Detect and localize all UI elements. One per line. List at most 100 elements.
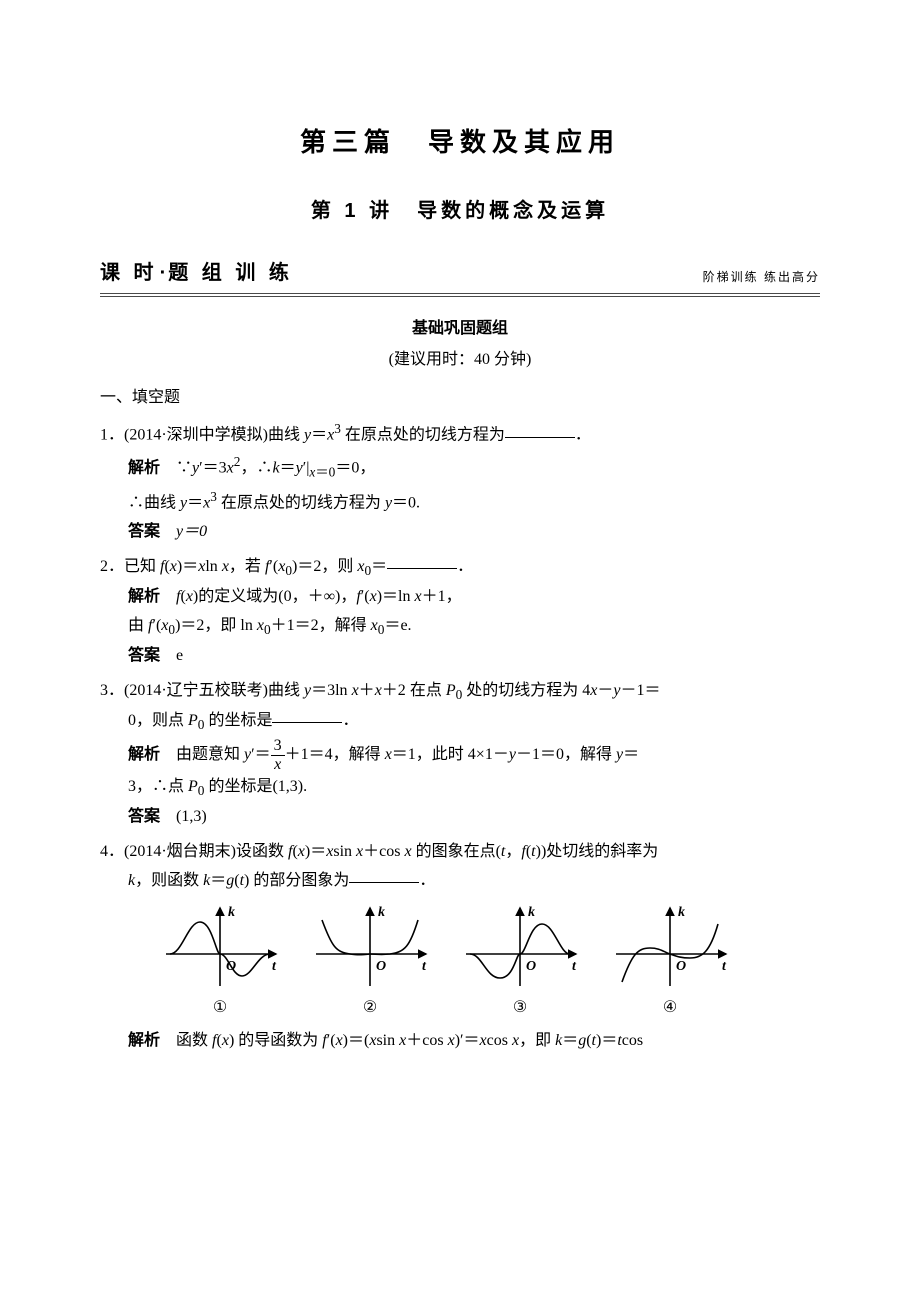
q2-stem-c: ＝2，则: [297, 558, 357, 575]
question-3: 3．(2014·辽宁五校联考)曲线 y＝3ln x＋x＋2 在点 P0 处的切线…: [100, 677, 820, 833]
q4-stem-b: 的图象在点: [412, 843, 496, 860]
q1-answer: 答案 y＝0: [100, 518, 820, 547]
chapter-title: 第三篇 导数及其应用: [100, 120, 820, 167]
q2-stem: 2．已知 f(x)＝xln x，若 f′(x0)＝2，则 x0＝．: [100, 553, 820, 583]
blank: [272, 707, 342, 722]
jiexi-label: 解析: [128, 1032, 160, 1049]
q4-stem-e: 的部分图象为: [249, 872, 349, 889]
q3-jiexi-1: 解析 由题意知 y′＝3x＋1＝4，解得 x＝1，此时 4×1－y－1＝0，解得…: [100, 737, 820, 773]
svg-text:t: t: [272, 959, 277, 974]
q1-j2-a: ∴曲线: [128, 494, 180, 511]
q4-stem-f: ．: [419, 872, 435, 889]
q4-j-d: )′＝: [455, 1032, 480, 1049]
section-label: 一、填空题: [100, 384, 820, 413]
q2-stem-e: ．: [457, 558, 473, 575]
jiexi-label: 解析: [128, 588, 160, 605]
q4-stem-d: ，则函数: [135, 872, 203, 889]
q1-j1-a: ∵: [176, 460, 192, 477]
q3-stem-d: 0，则点: [128, 712, 188, 729]
q3-stem-c3: －1＝: [621, 682, 661, 699]
svg-text:k: k: [228, 905, 235, 920]
q2-j2-c: ＋1＝2，解得: [271, 617, 371, 634]
daan-label: 答案: [128, 523, 160, 540]
q4-jiexi: 解析 函数 f(x) 的导函数为 f′(x)＝(xsin x＋cos x)′＝x…: [100, 1027, 820, 1056]
chart-enum: ③: [460, 994, 580, 1023]
q3-j1-b: ＝: [255, 746, 271, 763]
q2-j2-a: 由: [128, 617, 148, 634]
banner-left: 课 时·题 组 训 练: [100, 255, 293, 291]
q1-stem-b: 在原点处的切线方程为: [341, 427, 505, 444]
q1-j1-b: ＝3: [203, 460, 227, 477]
charts-row: ktO①ktO②ktO③ktO④: [100, 902, 820, 1023]
chart-option-3: ktO③: [460, 902, 580, 1023]
daan-label: 答案: [128, 647, 160, 664]
q3-stem: 3．(2014·辽宁五校联考)曲线 y＝3ln x＋x＋2 在点 P0 处的切线…: [100, 677, 820, 707]
chart-enum: ①: [160, 994, 280, 1023]
q2-stem-a: 2．已知: [100, 558, 160, 575]
q1-answer-val: y＝0: [176, 523, 207, 540]
daan-label: 答案: [128, 808, 160, 825]
chart-option-1: k t O ①: [160, 902, 280, 1023]
svg-text:k: k: [378, 905, 385, 920]
svg-text:k: k: [528, 905, 535, 920]
blank: [505, 422, 575, 437]
q3-stem-c2: －: [597, 682, 613, 699]
q4-stem: 4．(2014·烟台期末)设函数 f(x)＝xsin x＋cos x 的图象在点…: [100, 838, 820, 867]
q1-j1-c: ，∴: [240, 460, 272, 477]
q4-stem-a: 4．(2014·烟台期末)设函数: [100, 843, 288, 860]
q3-stem-f: ．: [342, 712, 358, 729]
chart-enum: ④: [610, 994, 730, 1023]
svg-text:t: t: [422, 959, 427, 974]
svg-text:O: O: [676, 959, 686, 974]
q1-j1-d: ＝: [280, 460, 296, 477]
group-title: 基础巩固题组: [100, 315, 820, 344]
jiexi-label: 解析: [128, 746, 160, 763]
q2-j1-c: ＋1，: [422, 588, 462, 605]
svg-text:O: O: [226, 959, 236, 974]
q3-j1-c: ＋1＝4，解得: [285, 746, 385, 763]
chart-option-4: k t O ④: [610, 902, 730, 1023]
banner-left-a: 课 时: [100, 262, 158, 284]
q1-jiexi-1: 解析 ∵y′＝3x2，∴k＝y′|x＝0＝0，: [100, 450, 820, 485]
q2-j2-b: ＝2，即 ln: [180, 617, 256, 634]
q3-stem-2: 0，则点 P0 的坐标是．: [100, 707, 820, 737]
section-title: 第 1 讲 导数的概念及运算: [100, 193, 820, 229]
q2-jiexi-2: 由 f′(x0)＝2，即 ln x0＋1＝2，解得 x0＝e.: [100, 612, 820, 642]
banner-right: 阶梯训练 练出高分: [703, 267, 820, 291]
chart-enum: ②: [310, 994, 430, 1023]
q1-j1-e: ＝0，: [335, 460, 375, 477]
q2-answer-val: e: [176, 647, 183, 664]
q1-jiexi-2: ∴曲线 y＝x3 在原点处的切线方程为 y＝0.: [100, 485, 820, 518]
q4-j-e: ，即: [519, 1032, 555, 1049]
q1-j2-c: ＝0.: [392, 494, 420, 511]
question-4: 4．(2014·烟台期末)设函数 f(x)＝xsin x＋cos x 的图象在点…: [100, 838, 820, 1055]
blank: [387, 553, 457, 568]
q4-j-b: 的导函数为: [234, 1032, 322, 1049]
q3-j1-d: ＝1，此时 4×1－: [392, 746, 509, 763]
suggest-time: (建议用时：40 分钟): [100, 346, 820, 375]
q3-stem-b: 在点: [406, 682, 446, 699]
banner: 课 时·题 组 训 练 阶梯训练 练出高分: [100, 255, 820, 297]
frac-den: x: [271, 756, 285, 774]
svg-text:O: O: [526, 959, 536, 974]
svg-text:t: t: [722, 959, 727, 974]
blank: [349, 868, 419, 883]
q3-stem-e: 的坐标是: [204, 712, 272, 729]
svg-text:k: k: [678, 905, 685, 920]
q4-j-f: ＝: [562, 1032, 578, 1049]
q2-stem-b: ，若: [229, 558, 265, 575]
q3-j2-a: 3，∴点: [128, 778, 188, 795]
page: 第三篇 导数及其应用 第 1 讲 导数的概念及运算 课 时·题 组 训 练 阶梯…: [0, 0, 920, 1302]
q2-j1-b: ＝ln: [382, 588, 414, 605]
q4-j-g: ＝: [601, 1032, 617, 1049]
q3-j1-e: －1＝0，解得: [516, 746, 616, 763]
q1-j2-b: 在原点处的切线方程为: [217, 494, 385, 511]
question-2: 2．已知 f(x)＝xln x，若 f′(x0)＝2，则 x0＝． 解析 f(x…: [100, 553, 820, 671]
q4-stem-c: 处切线的斜率为: [546, 843, 658, 860]
svg-text:O: O: [376, 959, 386, 974]
q3-answer-val: (1,3): [176, 808, 207, 825]
q3-jiexi-2: 3，∴点 P0 的坐标是(1,3).: [100, 773, 820, 803]
banner-left-b: 题 组 训 练: [168, 262, 293, 284]
q3-j1-a: 由题意知: [176, 746, 244, 763]
q4-stem-2: k，则函数 k＝g(t) 的部分图象为．: [100, 867, 820, 896]
